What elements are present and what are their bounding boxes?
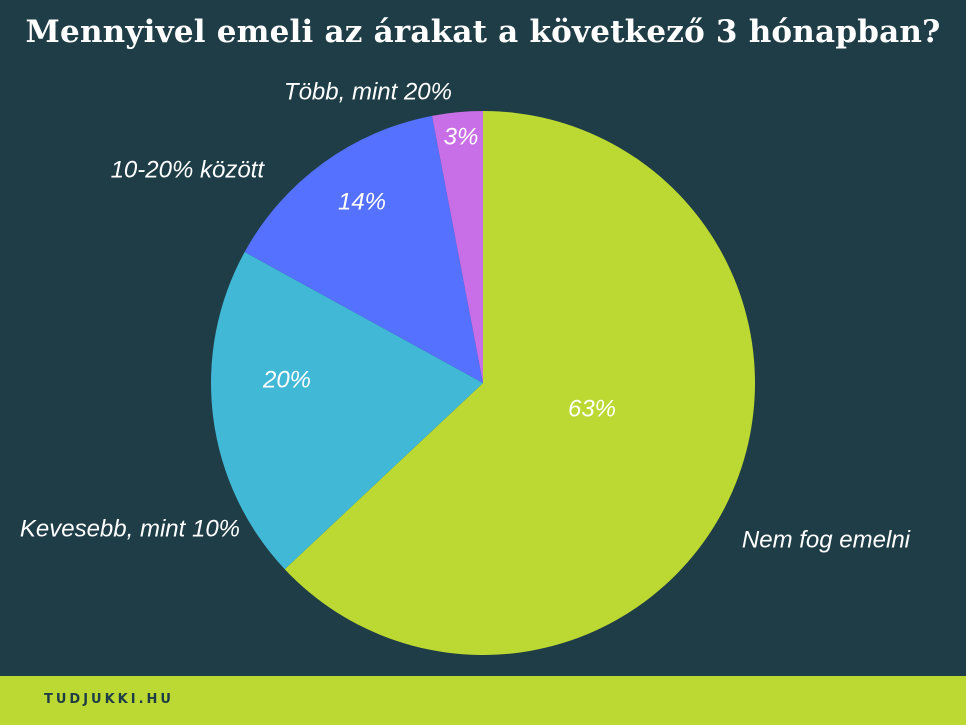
chart-title: Mennyivel emeli az árakat a következő 3 …: [25, 14, 941, 50]
pie-slice-3: [244, 115, 483, 383]
footer-bar: TUDJUKKI.HU: [0, 676, 966, 725]
pie-slice-1: [284, 111, 755, 655]
pie-slice-4: [432, 111, 483, 383]
slice-value-label: 14%: [338, 188, 386, 215]
slice-category-label: Több, mint 20%: [284, 78, 452, 105]
pie-slice-2: [211, 251, 484, 570]
slice-value-label: 20%: [262, 366, 311, 393]
slice-value-label: 3%: [444, 123, 479, 150]
footer-brand: TUDJUKKI.HU: [44, 692, 174, 707]
slice-value-label: 63%: [568, 395, 616, 422]
slice-category-label: Kevesebb, mint 10%: [20, 515, 240, 542]
slice-category-label: 10-20% között: [111, 156, 266, 183]
slice-category-label: Nem fog emelni: [742, 526, 911, 553]
